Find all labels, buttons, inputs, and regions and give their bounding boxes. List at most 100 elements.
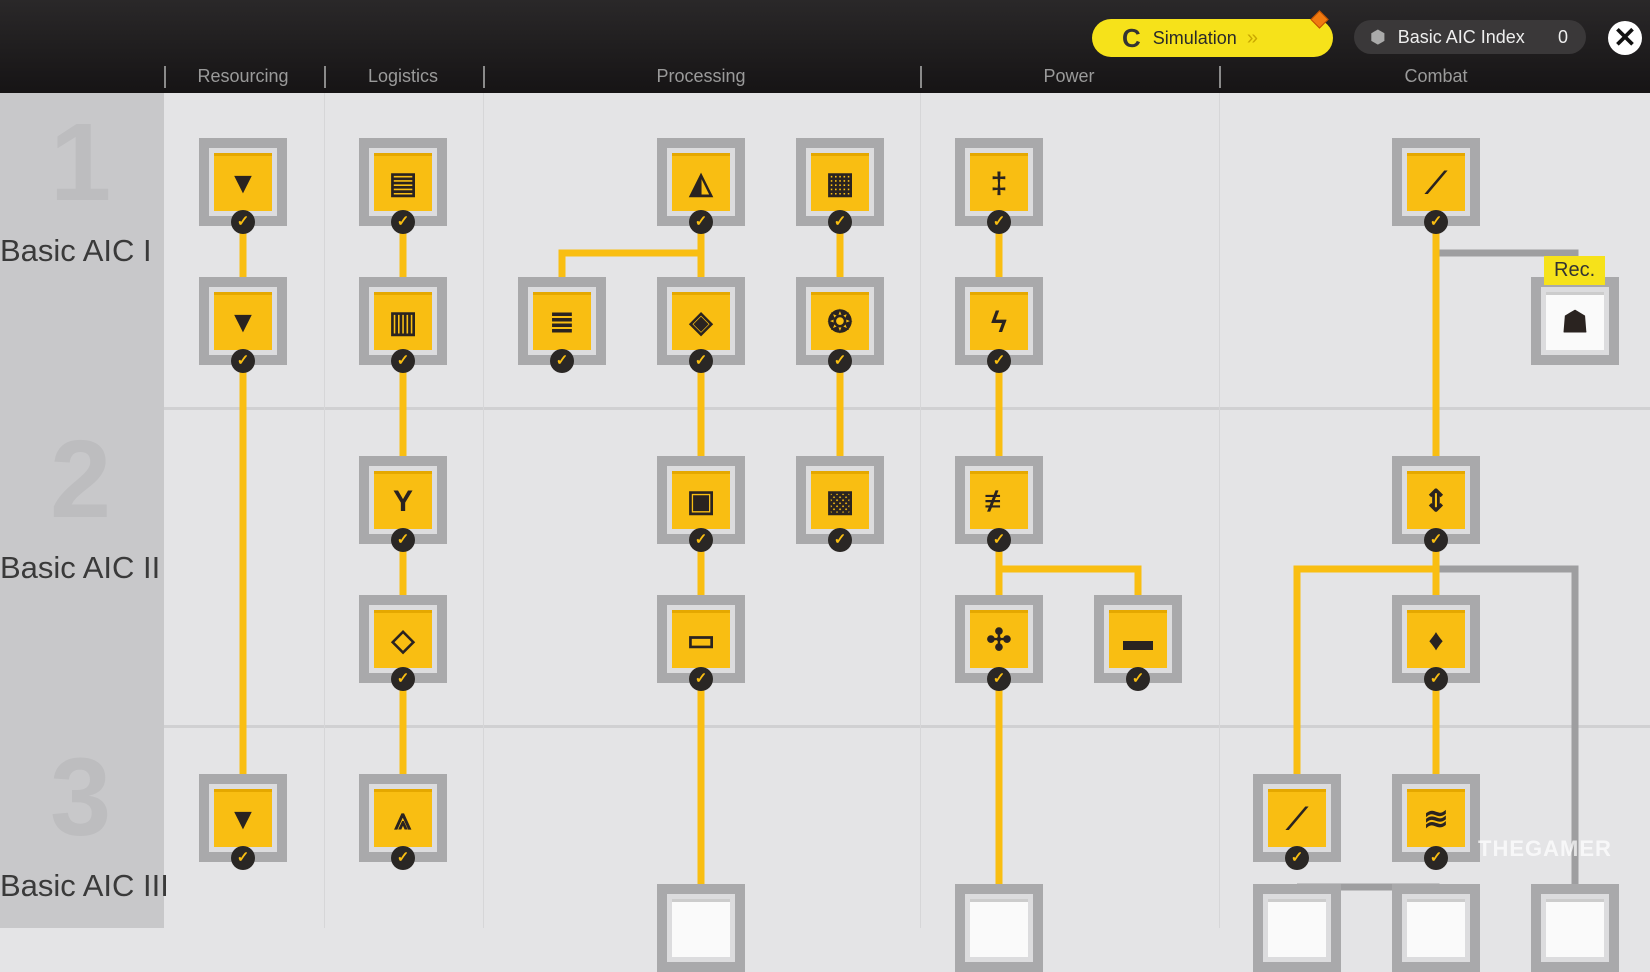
tech-node-frame: ✣ xyxy=(965,605,1033,673)
tech-node-frame: ⟋ xyxy=(1402,148,1470,216)
checkmark-icon: ✓ xyxy=(689,210,713,234)
locked-node-icon xyxy=(1268,899,1326,957)
pylon-icon: ✣ xyxy=(970,610,1028,668)
tech-node[interactable]: ⩓ ✓ xyxy=(359,774,447,870)
storage-filter-icon: ▥ xyxy=(374,292,432,350)
column-divider xyxy=(920,93,921,928)
tech-node[interactable]: ♦ ✓ xyxy=(1392,595,1480,691)
column-divider xyxy=(483,93,484,928)
checkmark-icon: ✓ xyxy=(231,349,255,373)
tech-node[interactable]: ⟋ ✓ xyxy=(1253,774,1341,870)
unlocked-connection xyxy=(1293,565,1436,818)
tech-node-frame: Y xyxy=(369,466,437,534)
checkmark-icon: ✓ xyxy=(550,349,574,373)
tech-node-frame: ▼ xyxy=(209,148,277,216)
tech-node[interactable] xyxy=(1253,884,1341,972)
tech-node-frame xyxy=(965,894,1033,962)
tech-node-frame: ▣ xyxy=(667,466,735,534)
tech-node[interactable]: ▼ ✓ xyxy=(199,277,287,373)
tab-power[interactable]: Power xyxy=(1043,66,1095,86)
checkmark-icon: ✓ xyxy=(1126,667,1150,691)
tech-node[interactable] xyxy=(955,884,1043,972)
tech-node[interactable]: ⇕ ✓ xyxy=(1392,456,1480,552)
tech-node-frame: ▤ xyxy=(369,148,437,216)
tab-separator xyxy=(1219,66,1221,88)
tier-number: 1 xyxy=(50,101,112,224)
locked-connection xyxy=(1436,565,1579,928)
tech-node[interactable]: ◈ ✓ xyxy=(657,277,745,373)
tech-node-frame: ♦ xyxy=(1402,605,1470,673)
tech-node[interactable]: Y ✓ xyxy=(359,456,447,552)
tab-separator xyxy=(324,66,326,88)
locked-node-icon xyxy=(672,899,730,957)
checkmark-icon: ✓ xyxy=(689,349,713,373)
tech-node[interactable]: ▼ ✓ xyxy=(199,138,287,234)
tech-node-frame: ◇ xyxy=(369,605,437,673)
stacker-icon: ≣ xyxy=(533,292,591,350)
tech-node-frame: ▼ xyxy=(209,784,277,852)
tier-divider xyxy=(164,725,1650,728)
packer-icon: ▣ xyxy=(672,471,730,529)
checkmark-icon: ✓ xyxy=(987,210,1011,234)
splitter-icon: Y xyxy=(374,471,432,529)
tech-node[interactable]: ≣ ✓ xyxy=(518,277,606,373)
turret-icon: ⟋ xyxy=(1407,153,1465,211)
checkmark-icon: ✓ xyxy=(689,528,713,552)
tech-node[interactable]: ▩ ✓ xyxy=(796,456,884,552)
tech-node[interactable]: ‡ ✓ xyxy=(955,138,1043,234)
tech-node[interactable]: ▭ ✓ xyxy=(657,595,745,691)
tab-combat[interactable]: Combat xyxy=(1404,66,1468,86)
fabricator-icon: ▭ xyxy=(672,610,730,668)
tech-node[interactable]: ⟋ ✓ xyxy=(1392,138,1480,234)
tech-node[interactable]: ✣ ✓ xyxy=(955,595,1043,691)
conveyor-icon: ⩓ xyxy=(374,789,432,847)
flame-icon: ♦ xyxy=(1407,610,1465,668)
checkmark-icon: ✓ xyxy=(1285,846,1309,870)
column-divider xyxy=(1219,93,1220,928)
tech-node[interactable]: ▼ ✓ xyxy=(199,774,287,870)
aic-index-display: ⬢ Basic AIC Index 0 xyxy=(1354,20,1586,54)
checkmark-icon: ✓ xyxy=(828,528,852,552)
checkmark-icon: ✓ xyxy=(1424,528,1448,552)
tech-node[interactable]: ▦ ✓ xyxy=(796,138,884,234)
cube-icon: ⬢ xyxy=(1370,26,1386,47)
tech-node[interactable]: ϟ ✓ xyxy=(955,277,1043,373)
tech-node[interactable]: ❂ ✓ xyxy=(796,277,884,373)
tech-node[interactable] xyxy=(1392,884,1480,972)
wave-icon: ≋ xyxy=(1407,789,1465,847)
tech-node-frame: ≣ xyxy=(528,287,596,355)
close-button[interactable]: ✕ xyxy=(1608,21,1642,55)
simulation-button[interactable]: C Simulation » xyxy=(1092,19,1333,57)
tech-node[interactable]: ▣ ✓ xyxy=(657,456,745,552)
tab-processing[interactable]: Processing xyxy=(656,66,746,86)
simulation-label: Simulation xyxy=(1152,27,1237,48)
tech-node[interactable]: ≋ ✓ xyxy=(1392,774,1480,870)
tech-node-frame: ▩ xyxy=(806,466,874,534)
tier-label: Basic AIC III xyxy=(0,868,169,903)
checkmark-icon: ✓ xyxy=(689,667,713,691)
double-chevron-icon: » xyxy=(1246,26,1258,49)
tech-node[interactable] xyxy=(1531,884,1619,972)
turret-ii-icon: ⟋ xyxy=(1268,789,1326,847)
locked-node-icon xyxy=(1407,899,1465,957)
tier-sidebar xyxy=(0,93,164,928)
tech-node[interactable]: ▥ ✓ xyxy=(359,277,447,373)
tech-node[interactable]: ◭ ✓ xyxy=(657,138,745,234)
tech-node[interactable]: ▤ ✓ xyxy=(359,138,447,234)
watermark: THEGAMER xyxy=(1478,836,1612,861)
tech-node-frame: ▥ xyxy=(369,287,437,355)
tab-resourcing[interactable]: Resourcing xyxy=(197,66,289,86)
checkmark-icon: ✓ xyxy=(231,210,255,234)
tech-node-frame: ϟ xyxy=(965,287,1033,355)
tech-node[interactable]: ▬ ✓ xyxy=(1094,595,1182,691)
drill-icon: ▼ xyxy=(214,153,272,211)
tab-logistics[interactable]: Logistics xyxy=(367,66,439,86)
tech-node[interactable]: ☗ xyxy=(1531,277,1619,365)
tech-node[interactable] xyxy=(657,884,745,972)
storage-plus-icon: ▤ xyxy=(374,153,432,211)
tech-node-frame xyxy=(1402,894,1470,962)
tech-node[interactable]: ≢ ✓ xyxy=(955,456,1043,552)
tech-node[interactable]: ◇ ✓ xyxy=(359,595,447,691)
tech-node-frame: ≢ xyxy=(965,466,1033,534)
tab-separator xyxy=(483,66,485,88)
